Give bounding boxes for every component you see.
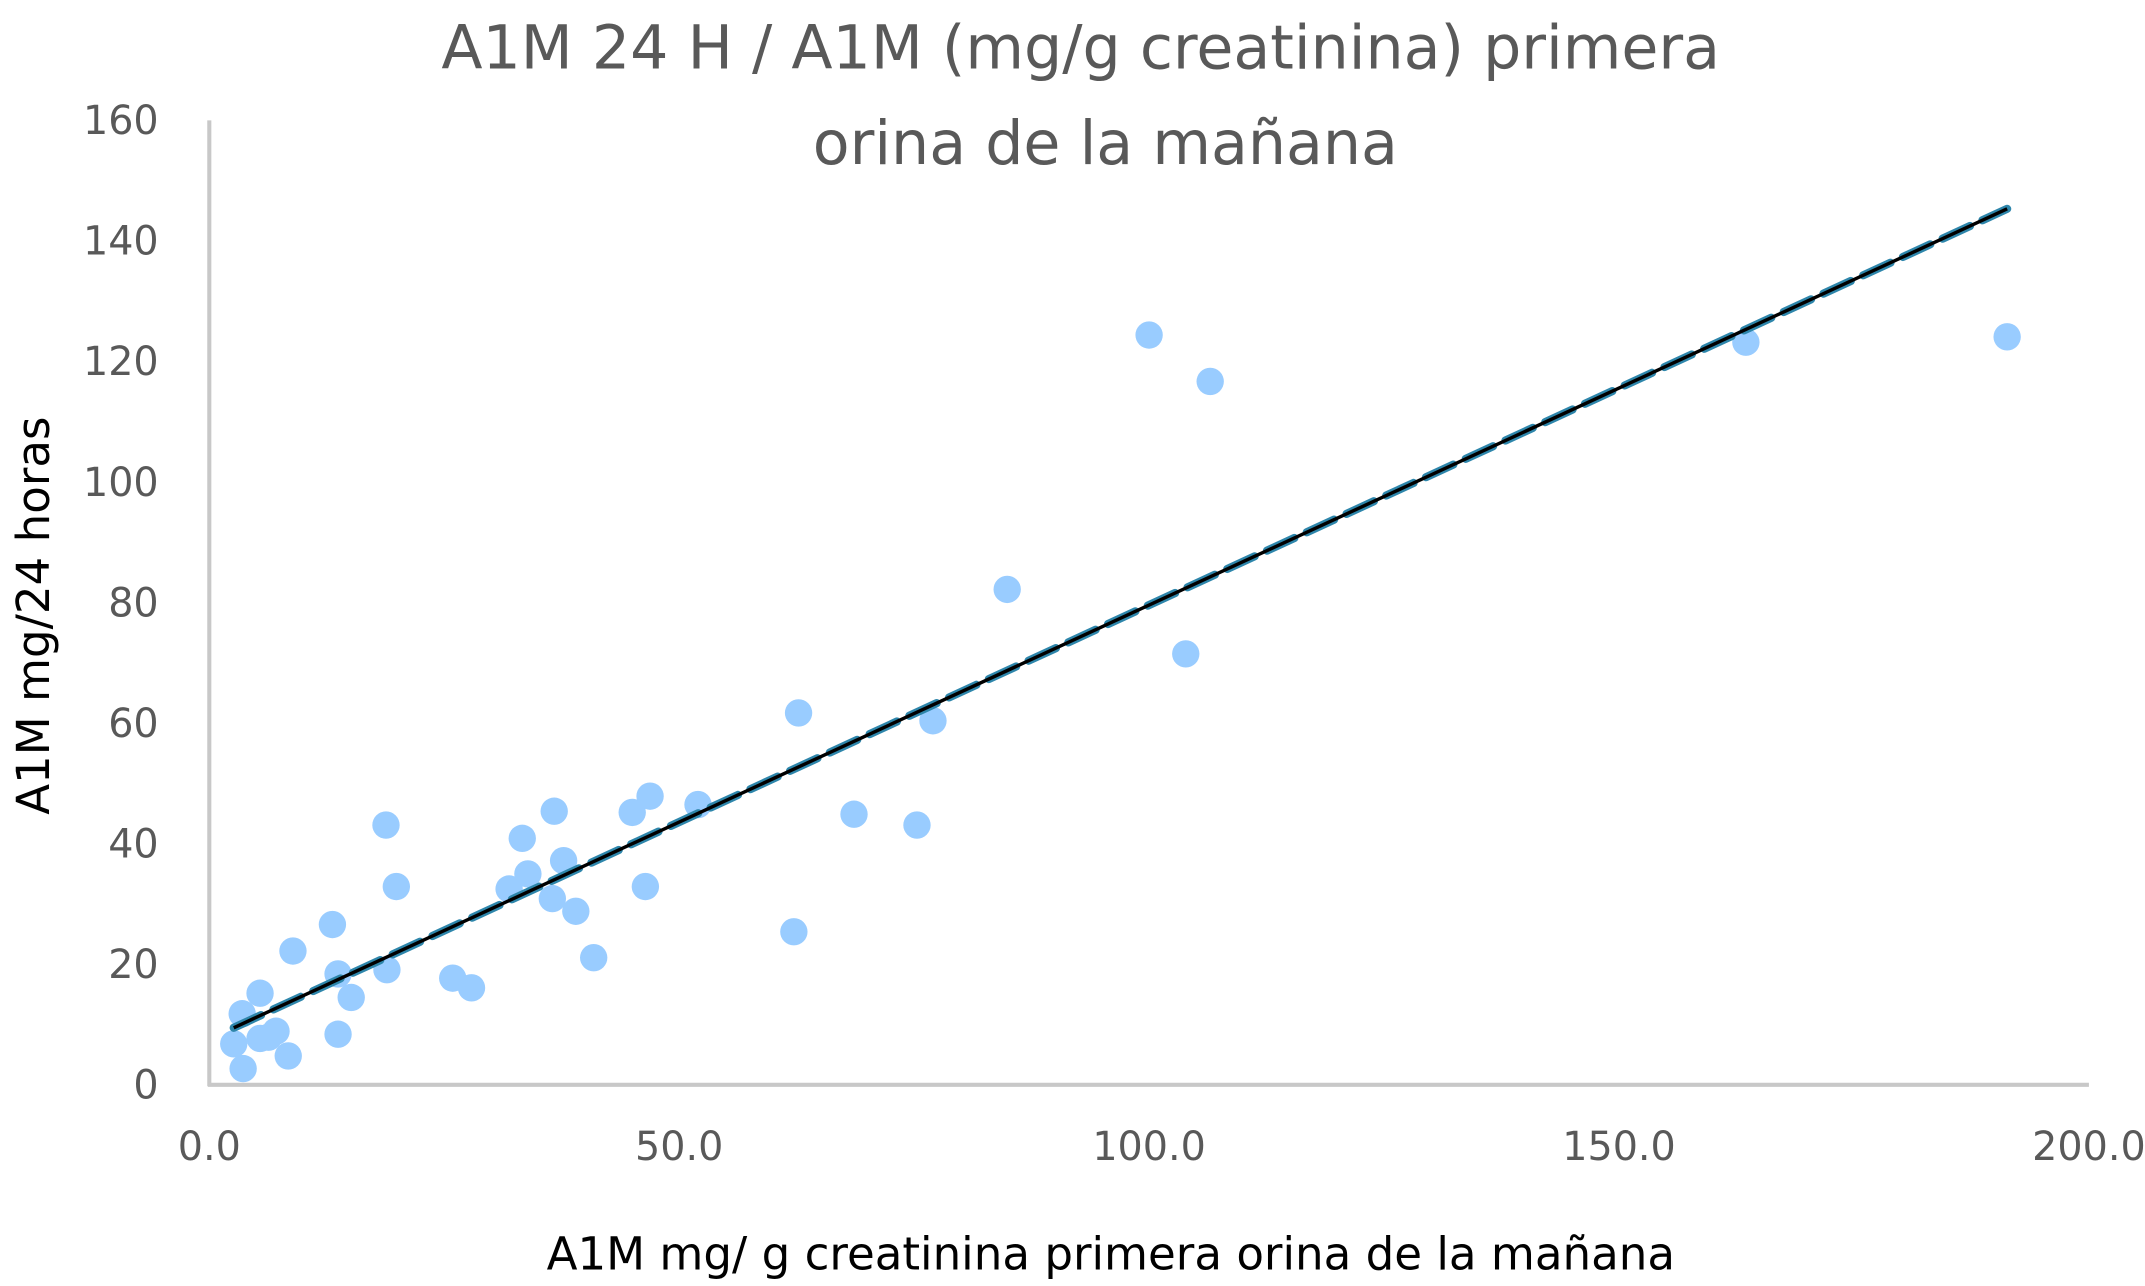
x-axis-label: A1M mg/ g creatinina primera orina de la… bbox=[547, 1228, 1675, 1281]
trendline bbox=[233, 207, 2008, 1030]
data-point bbox=[903, 811, 931, 839]
data-point bbox=[562, 897, 590, 925]
chart-title-line-2: orina de la mañana bbox=[813, 109, 1398, 179]
y-tick-label: 120 bbox=[83, 339, 159, 385]
x-tick-label: 50.0 bbox=[635, 1124, 723, 1170]
data-point bbox=[631, 872, 660, 901]
data-point bbox=[337, 983, 365, 1012]
data-point bbox=[262, 1017, 290, 1045]
x-tick-label: 0.0 bbox=[178, 1124, 241, 1170]
data-point bbox=[840, 800, 868, 828]
x-tick-label: 150.0 bbox=[1562, 1124, 1676, 1170]
data-point bbox=[324, 1020, 352, 1048]
data-point bbox=[229, 1054, 257, 1083]
data-point bbox=[1732, 328, 1760, 356]
y-axis-label: A1M mg/24 horas bbox=[7, 416, 60, 814]
data-point bbox=[514, 860, 542, 888]
data-point bbox=[1135, 321, 1163, 349]
data-point bbox=[1172, 640, 1200, 668]
y-tick-label: 80 bbox=[108, 580, 158, 626]
data-point bbox=[318, 910, 347, 939]
x-tick-label: 200.0 bbox=[2032, 1124, 2145, 1170]
y-tick-label: 160 bbox=[83, 98, 159, 144]
data-point bbox=[580, 943, 608, 972]
y-tick-label: 40 bbox=[108, 821, 158, 867]
data-point bbox=[540, 797, 568, 825]
data-point bbox=[508, 824, 536, 853]
y-tick-label: 100 bbox=[83, 460, 159, 506]
y-tick-label: 0 bbox=[133, 1063, 158, 1109]
y-tick-label: 140 bbox=[83, 219, 159, 265]
data-point bbox=[274, 1042, 302, 1070]
data-point bbox=[618, 798, 646, 827]
data-point bbox=[382, 872, 411, 901]
data-point bbox=[220, 1030, 248, 1058]
data-point bbox=[372, 811, 400, 839]
y-tick-label: 60 bbox=[108, 701, 158, 747]
data-point bbox=[279, 937, 307, 965]
data-point bbox=[993, 575, 1021, 604]
data-point bbox=[538, 884, 567, 913]
data-point bbox=[784, 699, 813, 727]
data-point bbox=[636, 782, 664, 810]
data-point bbox=[246, 979, 274, 1007]
data-point bbox=[457, 974, 486, 1002]
data-point bbox=[919, 707, 947, 735]
data-point bbox=[1993, 323, 2021, 351]
x-tick-label: 100.0 bbox=[1092, 1124, 1206, 1170]
chart-title-line-1: A1M 24 H / A1M (mg/g creatinina) primera bbox=[441, 13, 1720, 83]
data-point bbox=[780, 918, 808, 946]
data-point bbox=[1196, 367, 1224, 396]
data-point bbox=[549, 846, 578, 875]
y-tick-label: 20 bbox=[108, 942, 158, 988]
